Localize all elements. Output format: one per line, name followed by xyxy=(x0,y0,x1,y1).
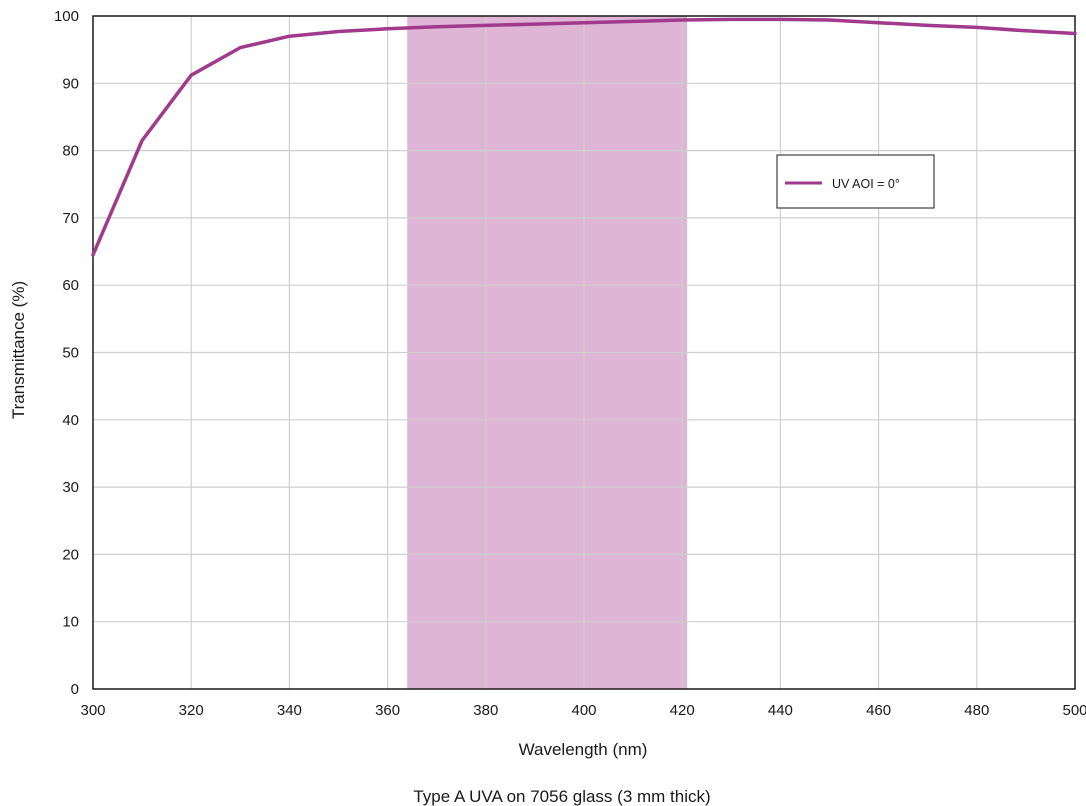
x-tick-label: 440 xyxy=(768,702,793,719)
y-tick-label: 60 xyxy=(62,277,79,294)
y-tick-label: 80 xyxy=(62,143,79,160)
y-tick-label: 50 xyxy=(62,345,79,362)
legend: UV AOI = 0° xyxy=(776,154,935,209)
series-line-0 xyxy=(91,17,1077,257)
x-tick-label: 420 xyxy=(670,702,695,719)
y-tick-label: 0 xyxy=(71,681,79,698)
x-tick-label: 320 xyxy=(179,702,204,719)
plot-frame xyxy=(92,15,1076,690)
series-lines xyxy=(91,17,1077,257)
y-tick-label: 100 xyxy=(54,8,79,25)
x-tick-label: 300 xyxy=(80,702,105,719)
chart-caption: Type A UVA on 7056 glass (3 mm thick) xyxy=(413,787,710,806)
y-tick-label: 70 xyxy=(62,210,79,227)
axes xyxy=(92,15,1076,690)
y-axis-title: Transmittance (%) xyxy=(9,281,28,419)
y-tick-label: 30 xyxy=(62,479,79,496)
x-tick-label: 360 xyxy=(375,702,400,719)
x-tick-label: 340 xyxy=(277,702,302,719)
y-tick-label: 40 xyxy=(62,412,79,429)
grid xyxy=(93,16,1075,689)
x-axis-ticks: 300 320 340 360 380 400 420 440 460 480 500 xyxy=(80,702,1086,719)
x-axis-title: Wavelength (nm) xyxy=(519,740,648,759)
x-tick-label: 380 xyxy=(473,702,498,719)
x-tick-label: 400 xyxy=(571,702,596,719)
y-tick-label: 20 xyxy=(62,546,79,563)
y-axis-ticks: 0 10 20 30 40 50 60 70 80 90 100 xyxy=(54,8,79,698)
y-tick-label: 90 xyxy=(62,75,79,92)
legend-label: UV AOI = 0° xyxy=(832,177,900,191)
x-tick-label: 460 xyxy=(866,702,891,719)
x-tick-label: 480 xyxy=(964,702,989,719)
y-tick-label: 10 xyxy=(62,614,79,631)
x-tick-label: 500 xyxy=(1062,702,1086,719)
